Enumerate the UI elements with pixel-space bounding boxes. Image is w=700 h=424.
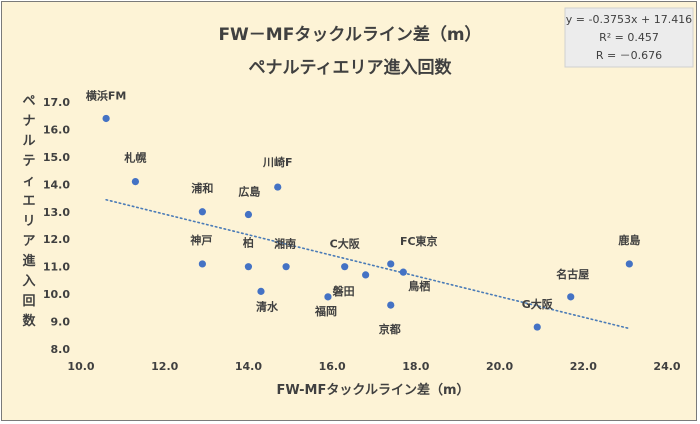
point-label: 神戸 — [190, 233, 212, 247]
x-tick-label: 22.0 — [570, 360, 597, 373]
scatter-point — [102, 114, 110, 123]
x-tick-label: 10.0 — [67, 360, 94, 373]
stats-box: y = -0.3753x + 17.416 R² = 0.457 R = －0.… — [564, 7, 694, 68]
chart-title: FW－MFタックルライン差（m） — [218, 24, 481, 45]
point-label: FC東京 — [400, 234, 438, 248]
scatter-point — [274, 183, 282, 191]
scatter-point — [533, 323, 541, 331]
scatter-point — [341, 263, 349, 271]
scatter-point — [131, 177, 140, 186]
point-label: 名古屋 — [556, 267, 589, 281]
point-label: 川崎F — [262, 155, 293, 169]
point-label: 鹿島 — [618, 233, 640, 247]
scatter-point — [198, 208, 206, 216]
x-tick-label: 24.0 — [653, 360, 680, 373]
scatter-point — [387, 260, 395, 268]
y-tick-label: 17.0 — [43, 96, 70, 109]
point-label: 福岡 — [314, 304, 337, 318]
x-axis-ticks: 10.0 12.0 14.0 16.0 18.0 20.0 22.0 24.0 — [67, 360, 680, 373]
y-tick-label: 10.0 — [43, 288, 70, 301]
x-tick-label: 18.0 — [402, 360, 429, 373]
scatter-point — [567, 293, 575, 301]
x-axis-title: FW-MFタックルライン差（m） — [276, 382, 469, 398]
y-tick-label: 15.0 — [43, 151, 70, 164]
r-squared: R² = 0.457 — [599, 31, 659, 44]
point-label: 磐田 — [333, 284, 355, 298]
scatter-point — [198, 260, 206, 268]
y-tick-label: 13.0 — [43, 206, 70, 219]
scatter-point — [362, 271, 370, 279]
point-label: 広島 — [238, 185, 260, 199]
trendline-group — [105, 198, 631, 330]
scatter-point — [244, 263, 253, 271]
correlation-r: R = －0.676 — [596, 49, 662, 62]
point-label: 鳥栖 — [408, 279, 430, 293]
scatter-point — [244, 210, 253, 219]
y-axis-title: ペナルティエリア進入回数 — [22, 94, 36, 329]
point-label: 柏 — [243, 236, 254, 250]
point-label: 横浜FM — [86, 88, 126, 102]
scatter-point — [282, 263, 290, 271]
point-label: G大阪 — [522, 297, 554, 311]
x-tick-label: 20.0 — [486, 360, 513, 373]
scatter-point — [257, 287, 265, 295]
y-tick-label: 9.0 — [51, 316, 71, 329]
y-tick-label: 11.0 — [43, 261, 70, 274]
regression-equation: y = -0.3753x + 17.416 — [566, 13, 692, 26]
x-tick-label: 12.0 — [151, 360, 178, 373]
point-label: C大阪 — [330, 237, 361, 251]
point-label: 湘南 — [274, 237, 296, 251]
scatter-point — [625, 260, 633, 268]
x-tick-label: 14.0 — [235, 360, 262, 373]
point-label: 浦和 — [191, 181, 213, 195]
y-tick-label: 14.0 — [43, 178, 70, 191]
scatter-point — [324, 293, 332, 301]
point-label: 札幌 — [123, 151, 146, 165]
chart-subtitle: ペナルティエリア進入回数 — [249, 57, 453, 78]
y-tick-label: 12.0 — [43, 233, 70, 246]
data-points — [102, 114, 633, 331]
y-tick-label: 8.0 — [51, 343, 71, 356]
y-axis-title-text: ペナルティエリア進入回数 — [22, 94, 36, 329]
scatter-point — [399, 268, 407, 276]
y-axis-ticks: 8.0 9.0 10.0 11.0 12.0 13.0 14.0 15.0 16.0 17.0 — [43, 96, 70, 356]
trendline — [105, 198, 631, 330]
x-tick-label: 16.0 — [319, 360, 346, 373]
point-label: 京都 — [379, 322, 401, 336]
y-tick-label: 16.0 — [43, 123, 70, 136]
scatter-point — [387, 301, 395, 309]
point-label: 清水 — [256, 299, 279, 313]
